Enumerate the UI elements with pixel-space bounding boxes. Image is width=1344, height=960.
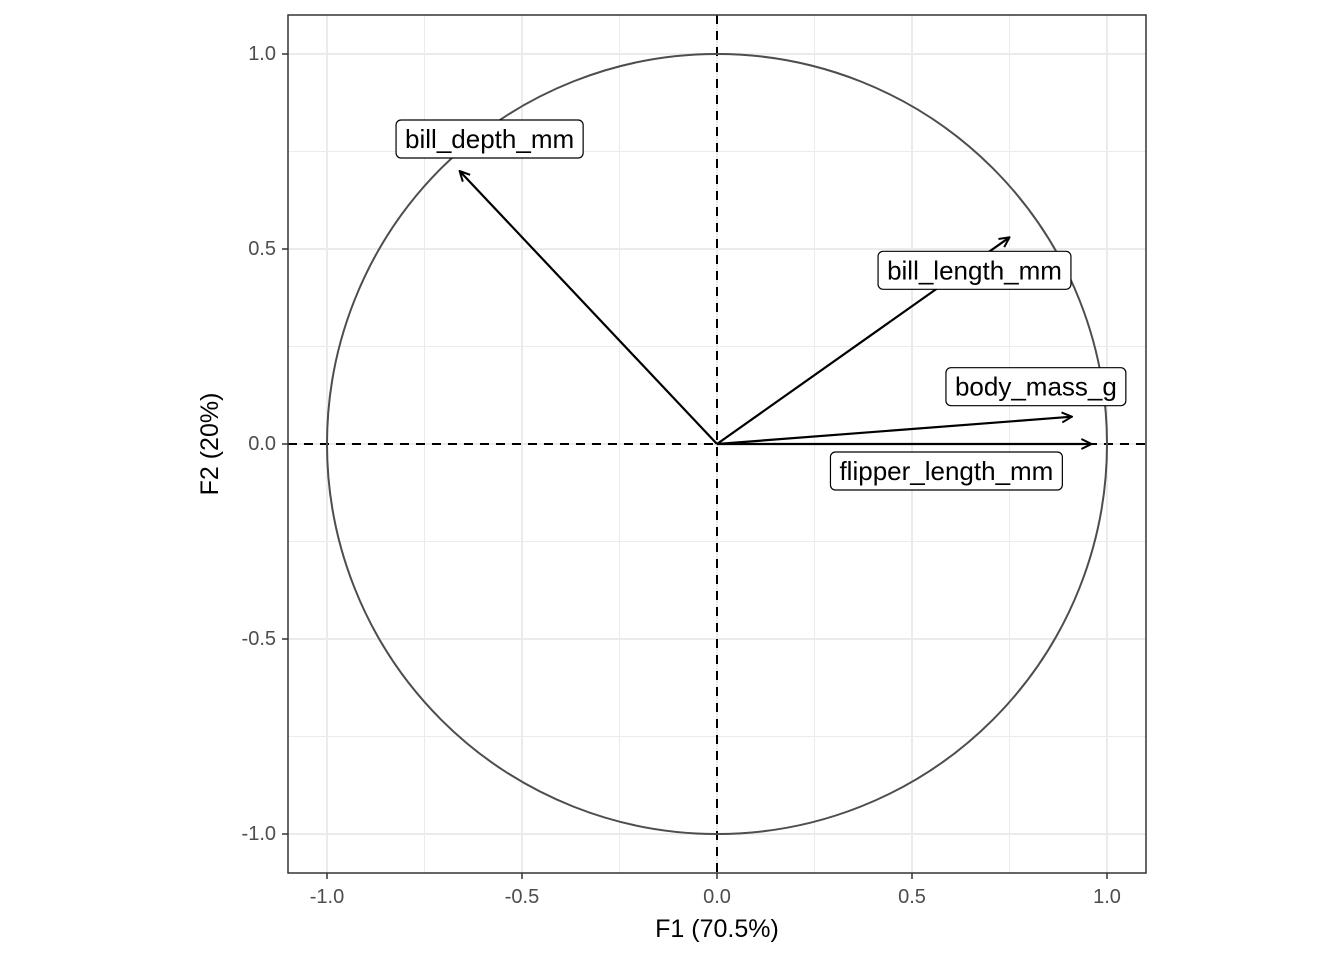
x-tick-label: 0.0 [703,886,731,908]
vector-arrow-bill_depth_mm [460,171,718,445]
y-tick-label: 1.0 [248,43,276,65]
x-tick-label: 0.5 [898,886,926,908]
vector-label-text: body_mass_g [955,372,1117,402]
x-tick-label: 1.0 [1093,886,1121,908]
vector-label-text: bill_depth_mm [405,124,574,154]
variable-labels: bill_depth_mm bill_length_mm body_mass_gfl… [395,119,1127,491]
vector-label-box [829,451,1063,491]
y-tick-label: -0.5 [242,628,276,650]
y-tick-label: 0.5 [248,238,276,260]
vector-arrow-body_mass_g [716,417,1072,446]
vector-label-flipper_length_mm: flipper_length_mm [829,451,1063,491]
vector-label-text: bill_length_mm [887,255,1062,285]
vector-label-box [877,250,1072,290]
y-axis-title: F2 (20%) [196,393,224,496]
vector-label-body_mass_g: body_mass_g [945,367,1127,407]
x-tick-label: -1.0 [310,886,344,908]
x-axis-title: F1 (70.5%) [655,915,779,943]
vector-label-box [395,119,584,159]
correlation-circle [326,53,1108,835]
vector-label-bill_length_mm: bill_length_mm [877,250,1072,290]
y-tick-label: 0.0 [248,433,276,455]
y-axis: -1.0 -0.5 0.0 0.5 1.0 [242,43,288,845]
x-tick-label: -0.5 [505,886,539,908]
vector-label-bill_depth_mm: bill_depth_mm [395,119,584,159]
vector-label-box [945,367,1127,407]
x-axis: -1.0 -0.5 0.0 0.5 1.0 [310,873,1121,908]
y-tick-label: -1.0 [242,823,276,845]
vector-label-text: flipper_length_mm [839,456,1053,486]
